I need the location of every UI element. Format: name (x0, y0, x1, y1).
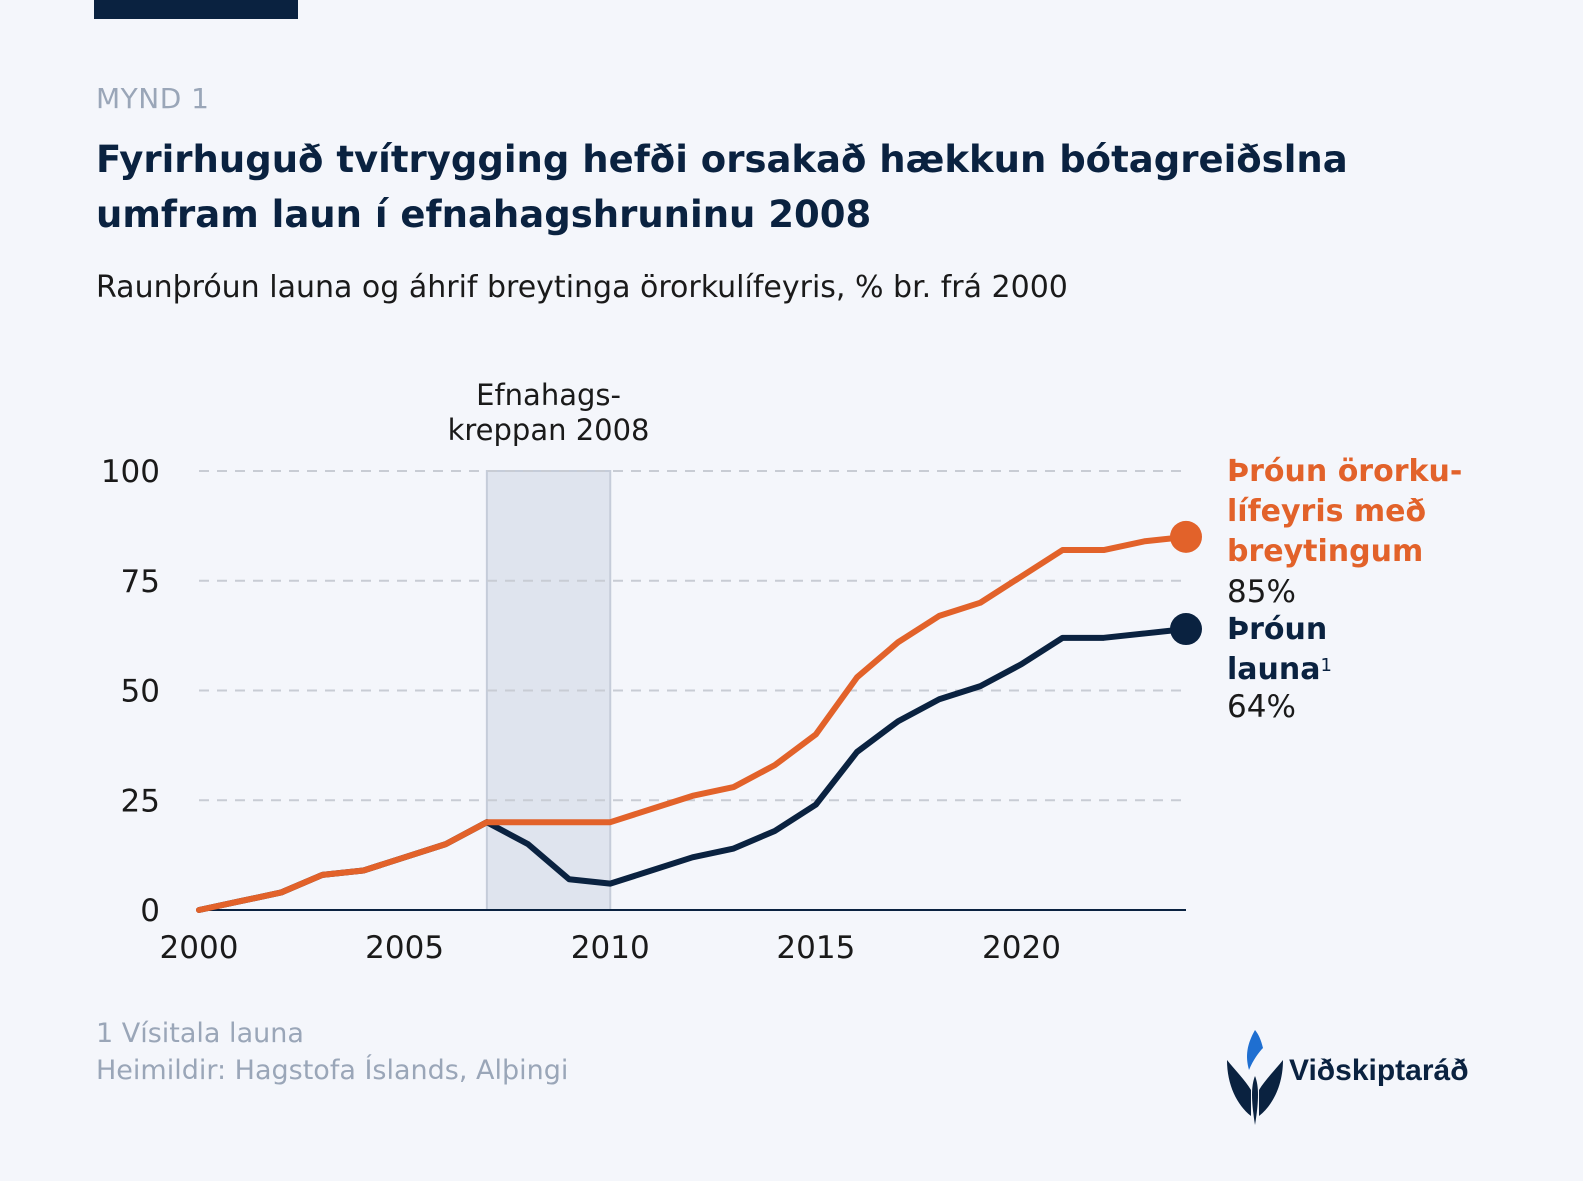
orange-end-value: 85% (1227, 574, 1296, 610)
x-tick-label: 2020 (982, 930, 1061, 966)
x-tick-label: 2010 (571, 930, 650, 966)
series-lines (196, 520, 1202, 913)
navy-label-line1: Þróun (1227, 612, 1328, 647)
series-end-marker (1170, 520, 1202, 553)
orange-label-line2: lífeyris með (1227, 494, 1427, 529)
y-tick-label: 50 (121, 674, 160, 710)
series-end-marker (1170, 613, 1202, 646)
y-tick-label: 100 (101, 454, 160, 490)
figure-label: MYND 1 (96, 82, 210, 115)
navy-label-line2-wrap: launa1 (1227, 650, 1332, 690)
crisis-label-line1: Efnahags- (476, 378, 621, 412)
gridlines (199, 470, 1186, 802)
y-tick-label: 0 (140, 893, 160, 929)
vidskiptarad-leaf-icon (1227, 1030, 1283, 1125)
y-tick-label: 25 (121, 783, 160, 819)
navy-series-label: Þróun launa1 (1227, 610, 1332, 690)
crisis-label-line2: kreppan 2008 (448, 413, 650, 447)
y-tick-label: 75 (121, 564, 160, 600)
x-tick-label: 2005 (365, 930, 444, 966)
footnote: 1 Vísitala launa (96, 1018, 304, 1049)
x-axis-ticks: 2000 2005 2010 2015 2020 (160, 930, 1061, 966)
x-tick-label: 2000 (160, 930, 239, 966)
orange-series-label: Þróun örorku- lífeyris með breytingum (1227, 452, 1527, 572)
top-accent-bar (94, 0, 298, 19)
logo-text: Viðskiptaráð (1289, 1054, 1469, 1087)
chart-subtitle: Raunþróun launa og áhrif breytinga örork… (96, 270, 1068, 305)
sources-note: Heimildir: Hagstofa Íslands, Alþingi (96, 1055, 569, 1086)
logo: Viðskiptaráð (1225, 1030, 1525, 1130)
navy-end-value: 64% (1227, 689, 1296, 725)
chart-title: Fyrirhuguð tvítrygging hefði orsakað hæk… (96, 138, 1348, 236)
orange-label-line1: Þróun örorku- (1227, 454, 1463, 489)
orange-label-line3: breytingum (1227, 534, 1424, 569)
series-line (196, 533, 1189, 913)
x-tick-label: 2015 (776, 930, 855, 966)
navy-label-line2: launa (1227, 652, 1321, 687)
y-axis-ticks: 0 25 50 75 100 (101, 454, 160, 929)
series-line (196, 626, 1189, 913)
footnote-mark: 1 (1320, 655, 1332, 676)
